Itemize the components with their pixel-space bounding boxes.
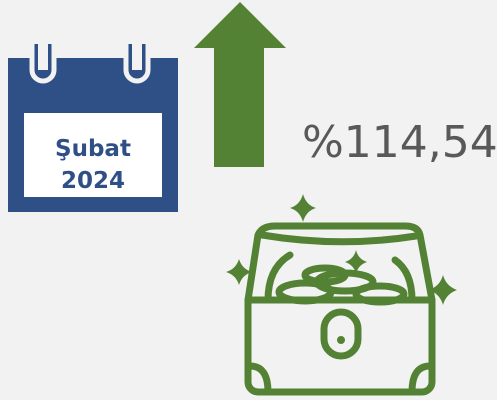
- arrow-shape: [194, 2, 286, 167]
- chest-corner: [408, 362, 434, 396]
- ring-hole: [132, 44, 142, 70]
- calendar-page: [24, 113, 162, 197]
- change-value: %114,54: [302, 117, 497, 168]
- chest-body: [244, 296, 436, 396]
- year: 2024: [61, 168, 125, 194]
- sparkle: [345, 250, 367, 274]
- clasp-hole: [337, 336, 345, 344]
- month: Şubat: [55, 136, 131, 162]
- sparkles: [226, 194, 457, 305]
- lid-side: [264, 251, 294, 304]
- calendar-icon: Şubat 2024: [8, 44, 178, 212]
- sparkle: [290, 194, 316, 222]
- coin: [301, 264, 349, 286]
- ring-hole: [38, 44, 48, 70]
- lid-edge: [258, 231, 420, 246]
- sparkle: [429, 275, 457, 305]
- up-arrow: [194, 2, 286, 167]
- chest-lid: [244, 222, 436, 304]
- chest-clasp: [320, 308, 362, 360]
- coin: [352, 282, 408, 306]
- lid-side: [391, 256, 416, 304]
- treasure-chest: [244, 222, 436, 396]
- sparkle: [226, 259, 252, 285]
- chest-corner: [246, 362, 272, 396]
